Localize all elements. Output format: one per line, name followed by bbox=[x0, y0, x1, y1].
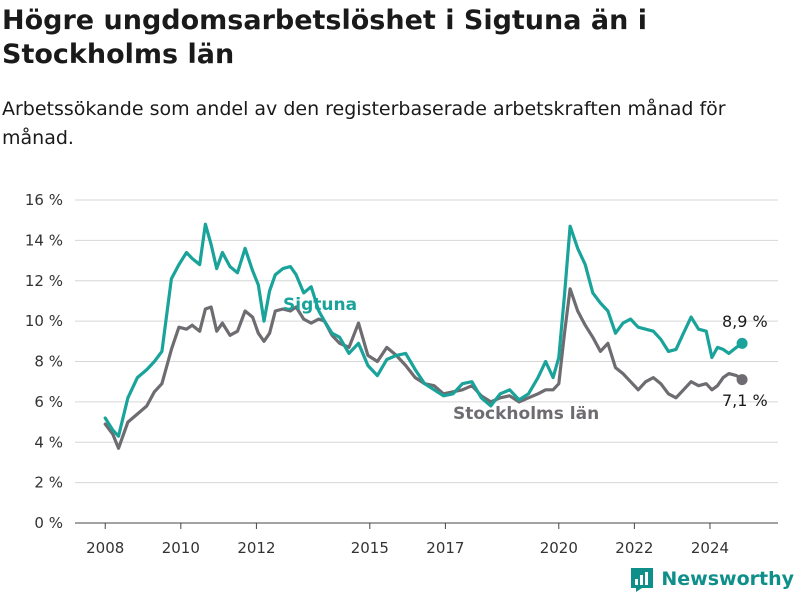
x-tick-label: 2020 bbox=[540, 539, 578, 557]
series-label-stockholm: Stockholms län bbox=[453, 404, 599, 424]
y-tick-label: 10 % bbox=[25, 312, 63, 330]
x-tick-label: 2010 bbox=[162, 539, 200, 557]
y-tick-label: 6 % bbox=[34, 393, 63, 411]
brand-name: Newsworthy bbox=[661, 568, 794, 590]
series-label-sigtuna: Sigtuna bbox=[283, 295, 357, 315]
x-axis-ticks: 2008 2010 2012 2015 2017 2020 2022 2024 bbox=[86, 523, 729, 557]
y-tick-label: 14 % bbox=[25, 231, 63, 249]
series-line-stockholm bbox=[103, 287, 744, 450]
end-value-stockholm: 7,1 % bbox=[722, 391, 768, 410]
end-point-stockholm bbox=[736, 374, 748, 386]
x-tick-label: 2008 bbox=[86, 539, 124, 557]
end-value-sigtuna: 8,9 % bbox=[722, 312, 768, 331]
y-axis-ticks: 0 % 2 % 4 % 6 % 8 % 10 % 12 % 14 % 16 % bbox=[25, 191, 63, 532]
x-tick-label: 2017 bbox=[426, 539, 464, 557]
y-tick-label: 12 % bbox=[25, 272, 63, 290]
chart-subtitle: Arbetssökande som andel av den registerb… bbox=[2, 98, 726, 149]
y-tick-label: 0 % bbox=[34, 514, 63, 532]
x-tick-label: 2024 bbox=[691, 539, 729, 557]
series-lines bbox=[103, 222, 748, 450]
x-tick-label: 2015 bbox=[351, 539, 389, 557]
newsworthy-logo: Newsworthy bbox=[629, 566, 794, 592]
y-tick-label: 16 % bbox=[25, 191, 63, 209]
x-tick-label: 2012 bbox=[237, 539, 275, 557]
x-tick-label: 2022 bbox=[615, 539, 653, 557]
bar-chart-logo-icon bbox=[631, 568, 654, 592]
y-tick-label: 8 % bbox=[34, 353, 63, 371]
y-tick-label: 2 % bbox=[34, 474, 63, 492]
y-tick-label: 4 % bbox=[34, 433, 63, 451]
chart-title: Högre ungdomsarbetslöshet i Sigtuna än i… bbox=[2, 5, 647, 70]
end-point-sigtuna bbox=[736, 337, 748, 349]
series-line-sigtuna bbox=[103, 222, 744, 438]
grid-lines bbox=[75, 199, 778, 524]
